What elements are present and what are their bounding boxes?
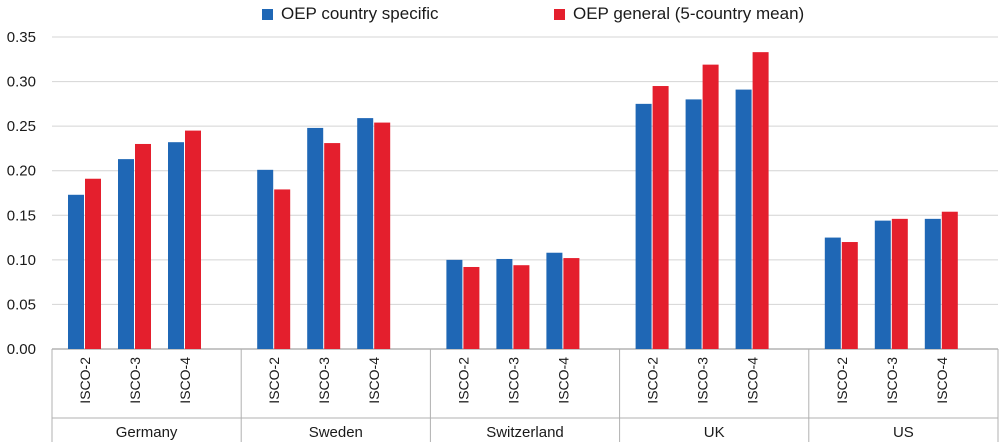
bar-country-specific	[257, 169, 274, 349]
bar-country-specific	[357, 118, 374, 350]
legend-item-general: OEP general (5-country mean)	[554, 3, 804, 25]
group-label: US	[893, 424, 914, 441]
bar-general	[185, 130, 201, 349]
bar-general	[135, 143, 151, 349]
bar-country-specific	[496, 258, 513, 349]
bar-general	[941, 211, 958, 349]
legend-label-general: OEP general (5-country mean)	[573, 4, 805, 23]
bar-general	[324, 143, 341, 349]
bar-country-specific	[68, 194, 84, 349]
bar-country-specific	[824, 237, 841, 349]
category-label: ISCO-3	[316, 357, 332, 404]
legend-swatch-general	[554, 8, 565, 20]
bar-country-specific	[874, 220, 891, 349]
category-label: ISCO-3	[695, 357, 711, 404]
bar-country-specific	[307, 127, 324, 349]
bar-country-specific	[924, 218, 941, 349]
category-label: ISCO-2	[77, 357, 93, 404]
bar-general	[841, 242, 858, 349]
y-tick-label: 0.35	[7, 29, 36, 46]
y-tick-label: 0.20	[7, 163, 36, 180]
category-label: ISCO-4	[555, 357, 571, 404]
category-label: ISCO-2	[834, 357, 850, 404]
bar-general	[85, 178, 101, 349]
bar-general	[274, 189, 291, 349]
legend-swatch-country-specific	[262, 8, 273, 20]
bar-general	[891, 218, 908, 349]
legend-item-country-specific: OEP country specific	[262, 3, 438, 25]
category-label: ISCO-4	[934, 357, 950, 404]
category-label: ISCO-2	[455, 357, 471, 404]
category-label: ISCO-3	[884, 357, 900, 404]
category-label: ISCO-2	[266, 357, 282, 404]
category-label: ISCO-3	[505, 357, 521, 404]
bar-country-specific	[546, 252, 563, 349]
group-label: UK	[704, 424, 725, 441]
y-tick-label: 0.30	[7, 74, 36, 91]
bar-country-specific	[168, 142, 184, 349]
y-tick-label: 0.25	[7, 118, 36, 135]
y-tick-label: 0.15	[7, 207, 36, 224]
bar-country-specific	[685, 99, 702, 350]
bar-general	[463, 266, 480, 349]
bar-country-specific	[118, 159, 134, 349]
group-label: Sweden	[309, 424, 363, 441]
bar-country-specific	[735, 89, 752, 349]
bar-country-specific	[635, 103, 652, 349]
group-label: Germany	[116, 424, 178, 441]
bar-general	[652, 86, 669, 350]
category-label: ISCO-4	[745, 357, 761, 404]
y-tick-label: 0.00	[7, 341, 36, 358]
bar-general	[563, 258, 580, 349]
legend: OEP country specific OEP general (5-coun…	[0, 3, 1000, 25]
y-tick-label: 0.10	[7, 252, 36, 269]
bar-general	[752, 52, 769, 349]
y-tick-label: 0.05	[7, 296, 36, 313]
category-label: ISCO-2	[645, 357, 661, 404]
bar-country-specific	[446, 259, 463, 349]
bar-general	[513, 265, 530, 349]
legend-label-country-specific: OEP country specific	[281, 4, 439, 23]
category-label: ISCO-4	[366, 357, 382, 404]
category-label: ISCO-3	[127, 357, 143, 404]
bar-general	[374, 122, 391, 349]
group-label: Switzerland	[486, 424, 564, 441]
category-label: ISCO-4	[177, 357, 193, 404]
bar-general	[702, 64, 719, 350]
